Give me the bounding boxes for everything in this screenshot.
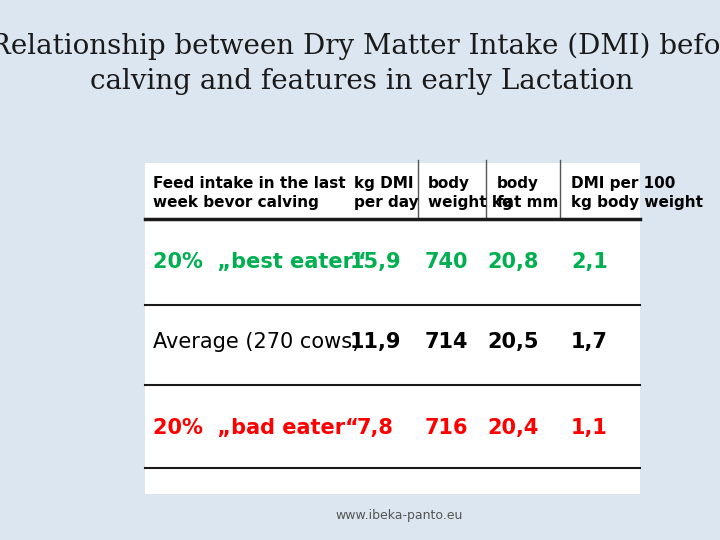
Text: 20,8: 20,8: [487, 252, 539, 272]
Text: kg DMI
per day: kg DMI per day: [354, 177, 419, 210]
Text: 1,7: 1,7: [571, 332, 608, 352]
FancyBboxPatch shape: [145, 163, 639, 495]
Text: 1,1: 1,1: [571, 417, 608, 437]
Text: 716: 716: [425, 417, 469, 437]
Text: Average (270 cows): Average (270 cows): [153, 332, 361, 352]
Text: body
weight kg: body weight kg: [428, 177, 513, 210]
Text: body
fat mm: body fat mm: [497, 177, 558, 210]
Text: www.ibeka-panto.eu: www.ibeka-panto.eu: [336, 509, 463, 522]
Text: Relationship between Dry Matter Intake (DMI) befor
calving and features in early: Relationship between Dry Matter Intake (…: [0, 32, 720, 95]
Text: 7,8: 7,8: [357, 417, 394, 437]
Text: 20%  „bad eater“: 20% „bad eater“: [153, 417, 359, 437]
Text: 714: 714: [425, 332, 469, 352]
Text: DMI per 100
kg body weight: DMI per 100 kg body weight: [571, 177, 703, 210]
Text: 20,4: 20,4: [487, 417, 539, 437]
Text: 2,1: 2,1: [571, 252, 608, 272]
Text: 15,9: 15,9: [349, 252, 401, 272]
Text: 20,5: 20,5: [487, 332, 539, 352]
Text: Feed intake in the last
week bevor calving: Feed intake in the last week bevor calvi…: [153, 177, 346, 210]
Text: 20%  „best eater“: 20% „best eater“: [153, 252, 367, 272]
Text: 740: 740: [425, 252, 469, 272]
Text: 11,9: 11,9: [349, 332, 401, 352]
